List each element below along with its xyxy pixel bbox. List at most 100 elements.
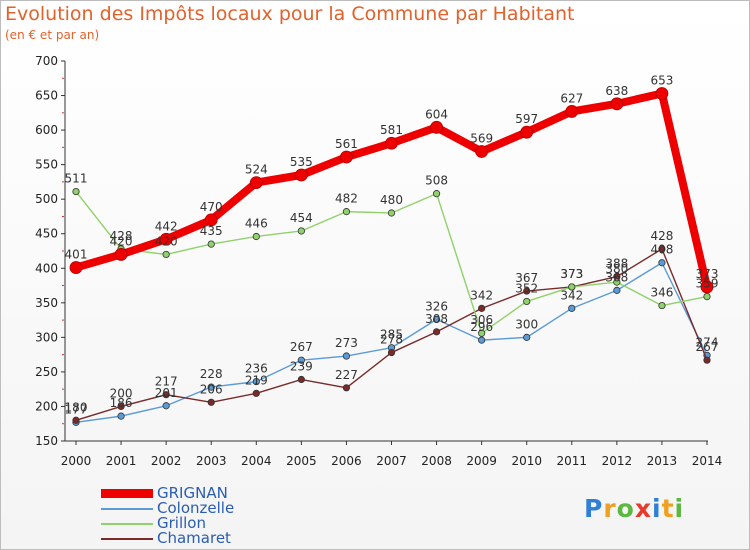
data-label-grignan: 604 (425, 107, 448, 121)
point-chamaret (387, 348, 396, 357)
logo-letter: x (634, 494, 652, 523)
data-label-chamaret: 217 (155, 375, 178, 389)
y-tick-label: 300 (35, 330, 58, 344)
data-label-grillon: 420 (155, 234, 178, 248)
x-tick-label: 2001 (106, 454, 137, 468)
legend-swatch (101, 522, 153, 525)
chart-subtitle: (en € et par an) (5, 28, 100, 42)
series-layer (69, 87, 714, 426)
x-tick-label: 2012 (602, 454, 633, 468)
data-label-grillon: 346 (650, 286, 673, 300)
data-label-grignan: 401 (65, 248, 88, 262)
point-chamaret (703, 356, 711, 364)
point-colonzelle (207, 383, 215, 391)
data-label-chamaret: 219 (245, 373, 268, 387)
y-tick-label: 350 (35, 296, 58, 310)
legend-item-grignan: GRIGNAN (101, 486, 234, 501)
legend-swatch (101, 507, 153, 510)
data-label-grignan: 561 (335, 137, 358, 151)
point-chamaret (523, 287, 531, 295)
data-label-grillon: 435 (200, 224, 223, 238)
data-label-colonzelle: 267 (290, 340, 313, 354)
point-grillon (252, 232, 260, 241)
point-grillon (703, 292, 711, 301)
x-tick-label: 2002 (151, 454, 182, 468)
point-grillon (162, 250, 170, 259)
y-tick-label: 650 (35, 89, 58, 103)
point-grignan (430, 120, 443, 134)
y-tick-label: 600 (35, 123, 58, 137)
point-colonzelle (658, 259, 666, 267)
data-label-grillon: 454 (290, 211, 313, 225)
data-label-grignan: 442 (155, 219, 178, 233)
data-label-grignan: 581 (380, 123, 403, 137)
point-grillon (72, 187, 80, 196)
point-grignan (475, 145, 489, 158)
legend-swatch (101, 489, 153, 498)
logo-letter: i (674, 494, 685, 523)
data-label-grillon: 511 (65, 172, 88, 186)
data-label-chamaret: 278 (380, 333, 403, 347)
legend-item-colonzelle: Colonzelle (101, 501, 234, 516)
point-grignan (565, 105, 579, 118)
point-chamaret (252, 389, 260, 397)
legend-item-grillon: Grillon (101, 516, 234, 531)
point-colonzelle (252, 377, 260, 386)
point-colonzelle (117, 412, 125, 420)
data-label-chamaret: 428 (650, 229, 673, 243)
point-chamaret (162, 391, 170, 399)
point-grillon (432, 190, 441, 198)
data-label-colonzelle: 201 (155, 386, 178, 400)
x-tick-label: 2007 (376, 454, 407, 468)
point-grignan (249, 176, 263, 190)
point-grillon (297, 227, 305, 235)
data-label-colonzelle: 273 (335, 336, 358, 350)
point-grillon (478, 329, 486, 337)
point-colonzelle (568, 304, 576, 312)
y-tick-label: 200 (35, 399, 58, 413)
x-tick-label: 2003 (196, 454, 227, 468)
x-tick-label: 2000 (61, 454, 92, 468)
point-grignan (385, 136, 398, 150)
point-grignan (700, 280, 714, 294)
data-label-grillon: 428 (110, 229, 133, 243)
logo-letter: t (661, 494, 675, 523)
x-tick-label: 2014 (692, 454, 723, 468)
data-label-colonzelle: 274 (696, 335, 719, 349)
data-label-chamaret: 308 (425, 312, 448, 326)
data-label-chamaret: 373 (560, 267, 583, 281)
data-label-grignan: 535 (290, 155, 313, 169)
legend-label: Grillon (157, 514, 206, 532)
data-label-colonzelle: 228 (200, 367, 223, 381)
point-chamaret (342, 384, 351, 392)
legend-label: GRIGNAN (157, 484, 228, 502)
data-label-chamaret: 227 (335, 368, 358, 382)
point-chamaret (72, 416, 80, 424)
x-tick-label: 2009 (466, 454, 497, 468)
legend-label: Colonzelle (157, 499, 235, 517)
data-label-chamaret: 239 (290, 360, 313, 374)
data-label-grignan: 638 (605, 84, 628, 98)
point-colonzelle (297, 356, 305, 364)
point-grillon (207, 240, 215, 248)
data-label-grillon: 306 (470, 313, 493, 327)
point-grignan (520, 125, 534, 139)
data-label-chamaret: 388 (605, 257, 628, 271)
data-label-grignan: 524 (245, 163, 268, 177)
data-label-grillon: 480 (380, 193, 403, 207)
data-label-grignan: 420 (110, 234, 133, 248)
point-grignan (610, 97, 624, 111)
data-label-colonzelle: 186 (110, 396, 133, 410)
point-grillon (342, 208, 351, 216)
point-colonzelle (162, 402, 170, 410)
y-tick-label: 150 (35, 434, 58, 448)
y-tick-label: 450 (35, 227, 58, 241)
x-tick-label: 2005 (286, 454, 317, 468)
y-tick-label: 550 (35, 158, 58, 172)
x-tick-label: 2013 (647, 454, 678, 468)
y-tick-label: 700 (35, 54, 58, 68)
point-chamaret (432, 328, 441, 336)
data-label-colonzelle: 368 (605, 270, 628, 284)
logo-letter: i (652, 494, 662, 523)
